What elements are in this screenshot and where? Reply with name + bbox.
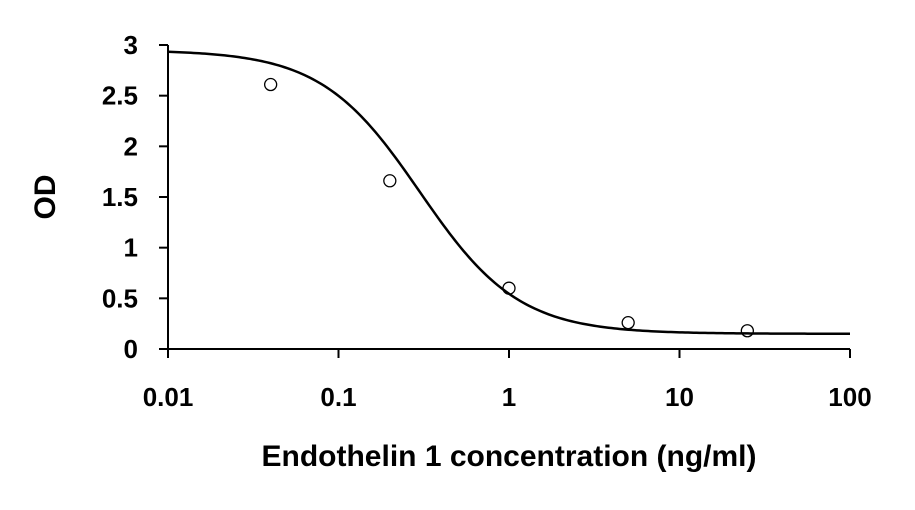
- y-tick-label: 2.5: [102, 81, 138, 111]
- x-tick-label: 1: [502, 382, 516, 412]
- x-tick-label: 0.01: [143, 382, 194, 412]
- data-point: [740, 324, 754, 338]
- y-tick-label: 0: [124, 334, 138, 364]
- x-tick-label: 100: [828, 382, 871, 412]
- data-point: [621, 316, 635, 330]
- x-axis-label: Endothelin 1 concentration (ng/ml): [262, 440, 757, 473]
- y-ticks: 0 0.5 1 1.5 2 2.5 3: [102, 30, 168, 364]
- y-tick-label: 1: [124, 233, 138, 263]
- y-axis-label: OD: [29, 175, 62, 220]
- x-tick-label: 10: [665, 382, 694, 412]
- x-tick-label: 0.1: [320, 382, 356, 412]
- fit-curve-line: [167, 50, 850, 335]
- y-tick-label: 1.5: [102, 182, 138, 212]
- data-points: [264, 77, 754, 338]
- x-ticks: 0.01 0.1 1 10 100: [143, 349, 872, 412]
- data-point: [502, 281, 516, 295]
- y-tick-label: 0.5: [102, 283, 138, 313]
- data-point: [383, 174, 397, 188]
- data-point: [264, 77, 278, 92]
- y-tick-label: 3: [124, 30, 138, 60]
- y-tick-label: 2: [124, 131, 138, 161]
